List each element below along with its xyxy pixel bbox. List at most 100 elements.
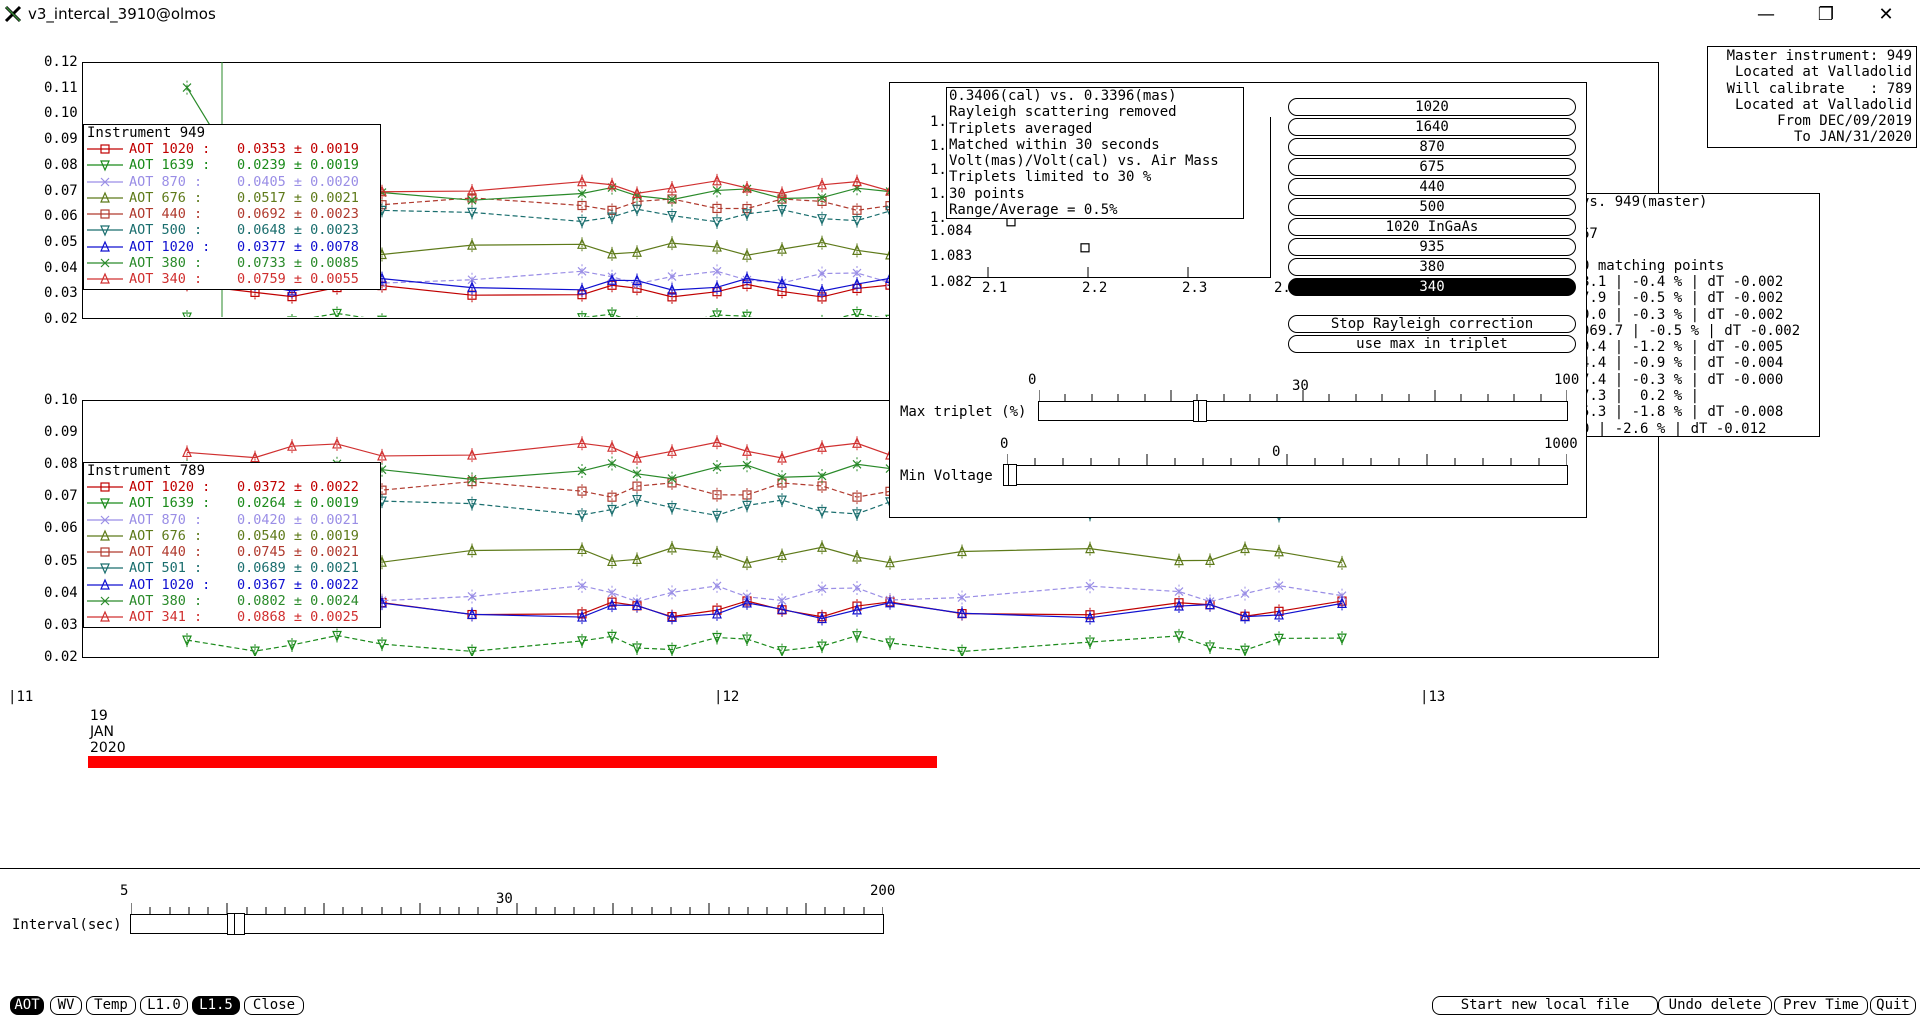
slider-knob[interactable] xyxy=(1193,400,1208,422)
use-max-triplet-button[interactable]: use max in triplet xyxy=(1288,335,1576,353)
minimize-button[interactable]: — xyxy=(1757,4,1775,25)
legend-series-name: AOT 440 : xyxy=(129,206,203,223)
mini-xtick: 2.3 xyxy=(1182,280,1208,296)
legend-marker-icon xyxy=(87,596,123,606)
legend-series-value: 0.0733 ± 0.0085 xyxy=(237,255,359,272)
legend-series-value: 0.0372 ± 0.0022 xyxy=(237,479,359,495)
legend-series-name: AOT 340 : xyxy=(129,271,203,288)
wavelength-button-340[interactable]: 340 xyxy=(1288,278,1576,296)
legend-row: AOT 676 : 0.0540 ± 0.0019 xyxy=(87,528,377,544)
interval-section xyxy=(0,868,1920,870)
wavelength-button-500[interactable]: 500 xyxy=(1288,198,1576,216)
legend-series-value: 0.0405 ± 0.0020 xyxy=(237,173,359,190)
legend-marker-icon xyxy=(87,547,123,557)
slider-knob[interactable] xyxy=(1003,464,1017,486)
bottom-button-l10[interactable]: L1.0 xyxy=(140,996,188,1015)
comparison-row: 069.7 | -0.5 % | dT -0.002 xyxy=(1581,322,1801,339)
legend-row: AOT 340 : 0.0759 ± 0.0055 xyxy=(87,271,377,287)
legend-series-value: 0.0353 ± 0.0019 xyxy=(237,141,359,157)
mini-ytick: 1. xyxy=(930,162,947,178)
calibration-info-box: 0.3406(cal) vs. 0.3396(mas) Rayleigh sca… xyxy=(946,87,1244,219)
bottom-button-prev-time[interactable]: Prev Time xyxy=(1774,996,1868,1015)
date-label: 19 JAN 2020 xyxy=(90,708,126,756)
interval-label: Interval(sec) xyxy=(12,917,122,933)
legend-marker-icon xyxy=(87,272,123,284)
ytick-label: 0.09 xyxy=(44,424,78,441)
legend-row: AOT 440 : 0.0692 ± 0.0023 xyxy=(87,206,377,222)
wavelength-button-935[interactable]: 935 xyxy=(1288,238,1576,256)
legend-series-name: AOT 870 : xyxy=(129,173,203,190)
mini-ytick: 1. xyxy=(930,186,947,202)
ytick-label: 0.06 xyxy=(44,520,78,537)
ytick-label: 0.08 xyxy=(44,456,78,473)
legend-series-name: AOT 1020 : xyxy=(129,576,211,593)
legend-series-value: 0.0802 ± 0.0024 xyxy=(237,593,359,610)
wavelength-button-675[interactable]: 675 xyxy=(1288,158,1576,176)
legend-series-value: 0.0745 ± 0.0021 xyxy=(237,544,359,561)
ytick-label: 0.07 xyxy=(44,488,78,505)
comparison-row: 0.0 | -0.3 % | dT -0.002 xyxy=(1581,306,1784,323)
bottom-button-wv[interactable]: WV xyxy=(50,996,82,1015)
legend-series-name: AOT 380 : xyxy=(129,593,203,610)
comparison-row: 8.1 | -0.4 % | dT -0.002 xyxy=(1581,274,1784,290)
bottom-button-l15[interactable]: L1.5 xyxy=(192,996,240,1015)
min-voltage-slider[interactable] xyxy=(1003,454,1568,486)
ytick-label: 0.04 xyxy=(44,259,78,276)
bottom-button-undo-delete[interactable]: Undo delete xyxy=(1658,996,1772,1015)
legend-series-name: AOT 1639 : xyxy=(129,495,211,512)
legend-row: AOT 380 : 0.0802 ± 0.0024 xyxy=(87,593,377,609)
legend-marker-icon xyxy=(87,578,123,590)
legend-row: AOT 676 : 0.0517 ± 0.0021 xyxy=(87,190,377,206)
wavelength-button-380[interactable]: 380 xyxy=(1288,258,1576,276)
bottom-button-aot[interactable]: AOT xyxy=(10,996,44,1015)
bottom-button-close[interactable]: Close xyxy=(244,996,304,1015)
wavelength-button-1020[interactable]: 1020 xyxy=(1288,98,1576,116)
legend-marker-icon xyxy=(87,225,123,237)
legend-marker-icon xyxy=(87,209,123,219)
legend-series-value: 0.0692 ± 0.0023 xyxy=(237,206,359,223)
comparison-row: 0 | -2.6 % | dT -0.012 xyxy=(1581,420,1767,437)
ytick-label: 0.05 xyxy=(44,552,78,569)
legend-series-name: AOT 1020 : xyxy=(129,479,211,495)
max-triplet-slider[interactable] xyxy=(1038,390,1568,422)
slider-knob[interactable] xyxy=(227,913,245,935)
title-bar: v3_intercal_3910@olmos — ❐ ✕ xyxy=(0,0,1920,30)
mini-ytick: 1. xyxy=(930,210,947,226)
stop-rayleigh-button[interactable]: Stop Rayleigh correction xyxy=(1288,315,1576,333)
wavelength-button-1020-ingaas[interactable]: 1020 InGaAs xyxy=(1288,218,1576,236)
wavelength-button-440[interactable]: 440 xyxy=(1288,178,1576,196)
interval-slider[interactable] xyxy=(130,903,884,935)
time-tick-12: |12 xyxy=(714,689,740,705)
mini-ytick: 1.083 xyxy=(930,248,973,264)
legend-row: AOT 1020 : 0.0377 ± 0.0078 xyxy=(87,239,377,255)
comparison-row: 7.9 | -0.5 % | dT -0.002 xyxy=(1581,290,1784,307)
ytick-label: 0.11 xyxy=(44,79,78,96)
selected-time-range-bar[interactable] xyxy=(88,756,937,768)
legend-marker-icon xyxy=(87,515,123,525)
time-tick-13: |13 xyxy=(1420,689,1446,705)
comparison-row: 7.4 | -0.3 % | dT -0.000 xyxy=(1581,371,1784,388)
bottom-button-temp[interactable]: Temp xyxy=(86,996,136,1015)
legend-row: AOT 1639 : 0.0239 ± 0.0019 xyxy=(87,157,377,173)
close-window-button[interactable]: ✕ xyxy=(1878,4,1894,25)
comparison-row: 7.3 | 0.2 % | xyxy=(1581,388,1700,405)
legend-marker-icon xyxy=(87,144,123,154)
wavelength-button-1640[interactable]: 1640 xyxy=(1288,118,1576,136)
legend-row: AOT 870 : 0.0405 ± 0.0020 xyxy=(87,174,377,190)
max-triplet-label: Max triplet (%) xyxy=(900,404,1027,420)
legend-series-name: AOT 1639 : xyxy=(129,157,211,174)
top-legend-title: Instrument 949 xyxy=(87,125,206,141)
comparison-header: vs. 949(master) xyxy=(1581,194,1708,210)
legend-row: AOT 500 : 0.0648 ± 0.0023 xyxy=(87,222,377,238)
bottom-button-start-new-local-file[interactable]: Start new local file xyxy=(1432,996,1658,1015)
legend-series-value: 0.0264 ± 0.0019 xyxy=(237,495,359,512)
time-axis: |11 |12 |13 19 JAN 2020 xyxy=(0,686,1700,786)
bottom-button-quit[interactable]: Quit xyxy=(1870,996,1916,1015)
voltage-ratio-plot[interactable] xyxy=(970,117,1271,278)
wavelength-button-870[interactable]: 870 xyxy=(1288,138,1576,156)
legend-series-value: 0.0689 ± 0.0021 xyxy=(237,560,359,577)
legend-series-name: AOT 1020 : xyxy=(129,238,211,255)
master-info-box: Master instrument: 949 Located at Vallad… xyxy=(1707,46,1917,148)
legend-row: AOT 341 : 0.0868 ± 0.0025 xyxy=(87,609,377,625)
maximize-button[interactable]: ❐ xyxy=(1817,4,1835,25)
